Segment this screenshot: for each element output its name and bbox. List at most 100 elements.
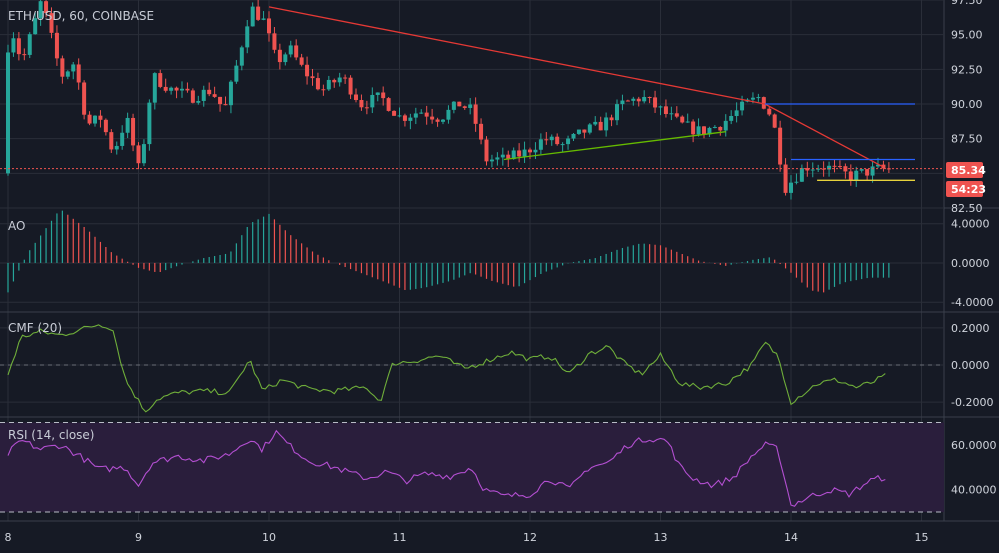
candle-body [65,71,70,77]
candle-body [305,64,310,77]
candle-body [218,96,223,105]
candle-body [636,98,641,102]
x-tick-label: 13 [654,531,668,544]
y-tick-label: 82.50 [951,202,983,215]
candle-body [337,77,342,83]
candle-body [348,77,353,95]
candle-body [125,117,130,133]
candle-body [147,102,152,145]
candle-body [625,100,630,102]
candle-body [180,88,184,91]
candle-body [473,104,478,124]
cmf-panel[interactable] [7,324,886,413]
candle-body [82,82,87,115]
candle-body [517,150,522,157]
candle-body [653,97,658,108]
candle-body [152,73,157,103]
candle-body [848,171,853,181]
candle-body [234,65,239,82]
candle-body [196,100,201,103]
candle-body [799,168,804,182]
candle-body [870,166,875,176]
candle-body [103,119,108,133]
candle-body [691,121,696,135]
y-tick-label: 0.2000 [951,322,990,335]
candle-body [854,170,859,181]
candle-body [761,97,766,109]
y-tick-label: 90.00 [951,98,983,111]
x-tick-label: 12 [523,531,537,544]
candle-body [522,149,527,157]
candle-body [267,18,271,34]
candle-body [326,79,331,90]
candle-body [451,101,456,110]
candle-body [528,149,532,153]
candle-body [185,88,190,91]
rsi-panel[interactable] [7,429,886,507]
candle-body [462,106,467,108]
candle-body [212,94,217,97]
candle-body [827,165,832,170]
last-price-tag [946,162,983,178]
countdown-tag [946,181,983,197]
candle-body [479,123,484,140]
candle-body [76,64,81,83]
candle-body [16,38,21,55]
candle-body [87,114,92,124]
candle-body [408,117,413,121]
candle-body [256,6,261,20]
candle-body [810,169,815,171]
candle-body [506,154,511,160]
candle-body [712,126,717,128]
candle-body [33,18,38,35]
y-tick-label: -0.2000 [951,396,993,409]
green-trend-line [503,131,726,161]
candle-body [832,165,837,167]
price-panel[interactable] [0,0,944,200]
candle-body [131,117,136,146]
candle-body [680,116,685,123]
candle-body [604,117,609,131]
candle-body [837,166,842,168]
candle-body [141,144,146,164]
rsi-label: RSI (14, close) [8,428,94,442]
candle-body [566,138,571,145]
candle-body [109,132,114,150]
candle-body [93,115,97,124]
candle-body [441,119,445,122]
y-tick-label: 0.0000 [951,257,990,270]
candle-body [778,127,783,165]
candle-body [750,97,755,100]
y-tick-label: 60.0000 [951,439,997,452]
candle-body [794,181,799,183]
candle-body [370,94,375,108]
candle-body [27,34,32,55]
y-tick-label: -4.0000 [951,296,993,309]
candle-body [669,113,674,115]
ao-panel[interactable] [7,210,890,293]
candle-body [789,182,793,193]
last-price-value: 85.34 [951,164,986,177]
candle-body [136,145,141,164]
candle-body [881,164,886,169]
candle-body [707,127,712,135]
candle-body [38,1,43,19]
candle-body [593,121,598,125]
candle-body [783,164,788,193]
candle-body [190,90,195,103]
candle-body [163,86,168,91]
y-tick-label: 40.0000 [951,484,997,497]
candle-body [865,169,870,176]
countdown-value: 54:23 [951,183,986,196]
candle-body [294,45,299,58]
candle-body [582,129,587,133]
candle-body [756,97,761,99]
candle-body [402,115,407,121]
candle-body [500,154,505,158]
cmf-label: CMF (20) [8,321,62,335]
x-tick-label: 14 [784,531,798,544]
x-tick-label: 15 [915,531,929,544]
candle-body [560,144,565,146]
x-tick-label: 8 [5,531,12,544]
